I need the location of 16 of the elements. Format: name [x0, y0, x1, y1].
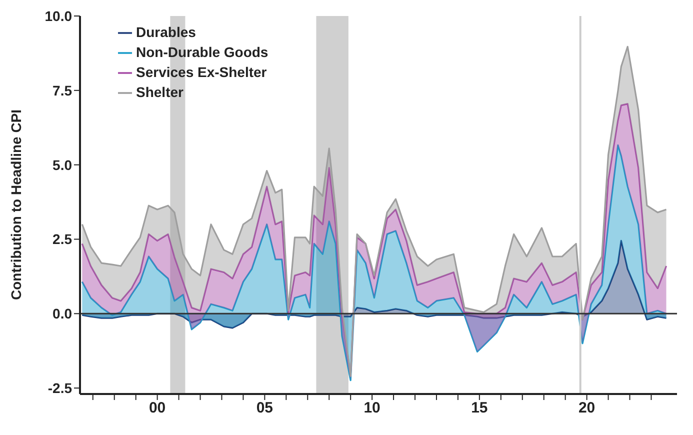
x-tick-label: 10 — [364, 400, 380, 417]
y-tick-label: 2.5 — [52, 231, 72, 248]
x-tick-label: 00 — [148, 400, 166, 417]
y-tick-label: 5.0 — [52, 156, 72, 173]
legend-label: Non-Durable Goods — [136, 44, 268, 60]
legend-label: Services Ex-Shelter — [136, 64, 267, 80]
x-tick-label: 20 — [578, 400, 596, 417]
x-tick-label: 15 — [471, 400, 488, 417]
y-tick-label: 10.0 — [44, 8, 72, 24]
legend-label: Durables — [136, 24, 196, 40]
y-tick-label: -2.5 — [48, 380, 72, 396]
y-tick-label: 7.5 — [52, 82, 72, 98]
y-tick-label: 0.0 — [52, 306, 72, 322]
legend-label: Shelter — [136, 84, 184, 100]
y-axis-title: Contribution to Headline CPI — [8, 109, 24, 300]
x-tick-label: 05 — [256, 400, 274, 417]
